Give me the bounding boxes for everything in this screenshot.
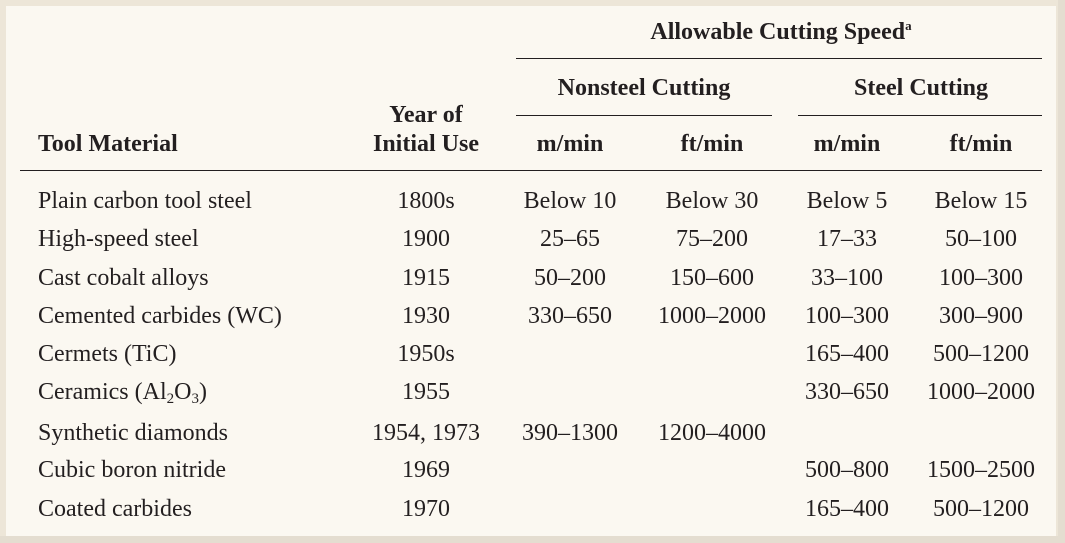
cell-nonsteel-ft-min: 1200–4000 [658,420,766,446]
cell-material: Cemented carbides (WC) [38,303,282,329]
subgroup-steel: Steel Cutting [854,75,988,101]
cell-steel-ft-min: 300–900 [939,303,1023,329]
cell-steel-m-min: 33–100 [811,265,883,291]
cell-year: 1915 [402,265,450,291]
col-header-steel-ft-min: ft/min [949,131,1013,157]
material-text: Ceramics (Al [38,379,167,405]
cell-nonsteel-m-min: 330–650 [528,303,612,329]
cell-steel-m-min: Below 5 [806,188,888,214]
material-text: ) [198,379,207,405]
cell-material: Ceramics (Al2O3) [38,378,207,407]
cell-nonsteel-m-min: Below 10 [523,188,617,214]
cell-nonsteel-m-min: 50–200 [534,265,606,291]
cell-nonsteel-m-min: 390–1300 [522,420,618,446]
subgroup-nonsteel-rule [516,115,772,116]
footnote-mark: a [905,18,912,33]
cell-year: 1950s [397,341,455,367]
cell-year: 1900 [402,226,450,252]
cell-steel-ft-min: 50–100 [945,226,1017,252]
cell-year: 1970 [402,496,450,522]
cell-steel-m-min: 100–300 [805,303,889,329]
cell-material: Plain carbon tool steel [38,188,252,214]
subgroup-steel-rule [798,115,1042,116]
cell-material: Coated carbides [38,496,192,522]
cell-steel-m-min: 330–650 [805,379,889,405]
cell-steel-ft-min: 500–1200 [933,341,1029,367]
col-header-tool-material: Tool Material [38,131,178,157]
col-header-year-line2: Initial Use [372,131,479,157]
cell-year: 1930 [402,303,450,329]
cell-steel-ft-min: 100–300 [939,265,1023,291]
cell-material: Cermets (TiC) [38,341,177,367]
cell-year: 1955 [402,379,450,405]
cell-nonsteel-ft-min: 1000–2000 [658,303,766,329]
cell-year: 1954, 1973 [372,420,480,446]
group-header-rule [516,58,1042,59]
cell-material: Synthetic diamonds [38,420,228,446]
cell-steel-ft-min: 1500–2500 [927,457,1035,483]
cell-steel-ft-min: 500–1200 [933,496,1029,522]
cell-year: 1800s [397,188,455,214]
cell-material: Cast cobalt alloys [38,265,209,291]
cell-steel-m-min: 17–33 [817,226,877,252]
material-text: O [174,379,192,405]
cell-nonsteel-ft-min: 75–200 [676,226,748,252]
cell-material: High-speed steel [38,226,199,252]
group-header: Allowable Cutting Speeda [516,18,1046,46]
header-bottom-rule [20,170,1042,171]
cell-nonsteel-m-min: 25–65 [540,226,600,252]
cell-steel-m-min: 165–400 [805,341,889,367]
col-header-nonsteel-m-min: m/min [536,131,604,157]
cell-year: 1969 [402,457,450,483]
col-header-nonsteel-ft-min: ft/min [680,131,744,157]
subgroup-nonsteel: Nonsteel Cutting [557,75,731,101]
cell-steel-ft-min: Below 15 [934,188,1028,214]
cell-nonsteel-ft-min: 150–600 [670,265,754,291]
group-header-text: Allowable Cutting Speed [650,19,906,45]
cell-material: Cubic boron nitride [38,457,226,483]
cell-steel-m-min: 165–400 [805,496,889,522]
subscript: 3 [191,391,199,407]
col-header-steel-m-min: m/min [813,131,881,157]
table-panel [6,6,1056,536]
cell-steel-m-min: 500–800 [805,457,889,483]
subscript: 2 [166,391,175,407]
cell-steel-ft-min: 1000–2000 [927,379,1035,405]
col-header-year-line1: Year of [389,102,463,128]
cell-nonsteel-ft-min: Below 30 [665,188,759,214]
